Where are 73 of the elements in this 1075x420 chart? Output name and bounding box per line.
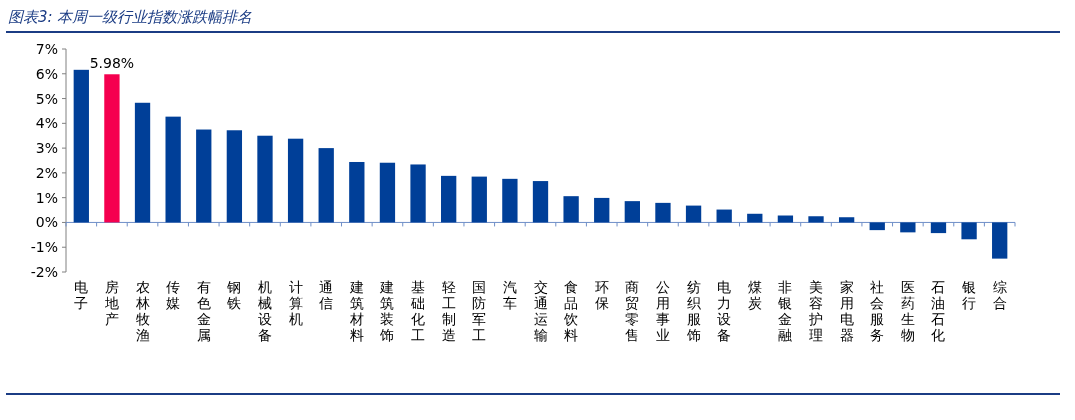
y-tick-label: 6%: [35, 65, 58, 82]
y-tick-label: 2%: [35, 164, 58, 181]
x-tick-label: 汽车: [502, 279, 517, 311]
bar: [502, 178, 518, 223]
bar: [471, 176, 487, 223]
x-tick-label: 农林牧渔: [134, 279, 150, 343]
y-tick-label: 4%: [35, 115, 58, 132]
bar: [594, 197, 610, 223]
bar: [73, 69, 89, 223]
x-tick-label: 纺织服饰: [685, 279, 701, 343]
x-tick-label: 建筑材料: [348, 279, 364, 343]
x-tick-label: 非银金融: [777, 279, 793, 343]
bar: [134, 102, 151, 223]
x-tick-label: 银行: [961, 279, 977, 311]
x-tick-label: 有色金属: [196, 279, 211, 343]
bar: [196, 129, 212, 223]
bar: [226, 130, 243, 223]
x-tick-label: 基础化工: [410, 279, 426, 343]
x-tick-label: 计算机: [288, 279, 303, 327]
x-tick-label: 食品饮料: [563, 279, 579, 343]
x-tick-label: 通信: [319, 279, 334, 311]
x-tick-label: 钢铁: [226, 279, 242, 311]
y-tick-label: 5%: [35, 90, 58, 107]
x-tick-label: 电子: [74, 279, 89, 311]
bar: [655, 202, 671, 223]
bar: [624, 201, 640, 223]
y-tick-label: 1%: [35, 189, 58, 206]
bar: [410, 164, 426, 223]
bar: [716, 209, 732, 223]
x-tick-label: 石油石化: [931, 279, 946, 343]
x-tick-label: 轻工制造: [441, 279, 456, 343]
chart-title: 图表3: 本周一级行业指数涨跌幅排名: [8, 8, 253, 26]
x-tick-label: 社会服务: [870, 279, 885, 343]
bar: [104, 74, 120, 223]
bar: [961, 222, 977, 240]
bar: [441, 175, 457, 223]
bar: [808, 216, 824, 223]
x-tick-label: 家用电器: [839, 279, 854, 343]
x-tick-label: 电力设备: [717, 279, 732, 343]
x-tick-label: 商贸零售: [625, 279, 640, 343]
x-tick-label: 交通运输: [533, 279, 548, 343]
bar: [379, 162, 396, 223]
x-tick-label: 美容护理: [808, 279, 824, 343]
bar: [685, 205, 702, 223]
bar: [318, 148, 334, 223]
x-tick-label: 环保: [594, 279, 609, 311]
bar: [900, 222, 916, 233]
y-tick-label: -2%: [30, 264, 58, 280]
bar: [165, 116, 181, 223]
x-tick-label: 煤炭: [747, 279, 762, 311]
y-tick-label: 7%: [35, 41, 58, 57]
x-tick-label: 公用事业: [655, 279, 670, 343]
x-tick-label: 综合: [992, 279, 1007, 311]
x-tick-label: 房地产: [103, 279, 119, 327]
bar: [992, 222, 1008, 259]
bar: [747, 213, 763, 223]
bar: [532, 181, 549, 223]
bar: [287, 138, 304, 223]
bar: [257, 135, 273, 223]
bar: [563, 196, 579, 223]
x-tick-label: 医药生物: [900, 279, 915, 343]
y-tick-label: -1%: [30, 239, 58, 256]
data-label: 5.98%: [89, 55, 135, 72]
bar: [349, 161, 365, 223]
y-tick-label: 0%: [35, 214, 58, 231]
x-tick-label: 国防军工: [472, 279, 487, 343]
x-tick-label: 机械设备: [257, 279, 272, 343]
x-tick-label: 建筑装饰: [379, 279, 395, 343]
bar: [838, 217, 855, 223]
bar: [930, 222, 947, 234]
x-tick-label: 传媒: [166, 279, 181, 311]
y-tick-label: 3%: [35, 140, 58, 157]
bar: [869, 222, 885, 231]
